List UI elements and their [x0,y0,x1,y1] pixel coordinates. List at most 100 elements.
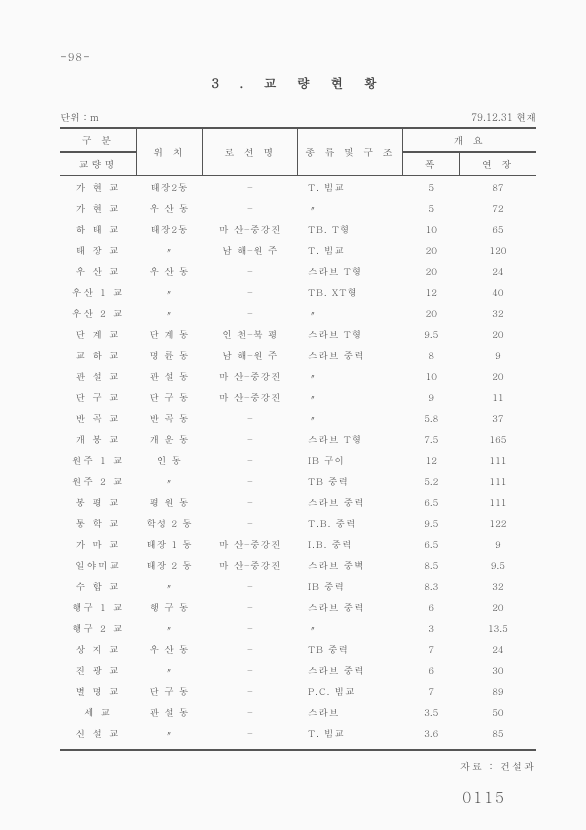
cell-type: 스라브 [298,701,403,722]
cell-type: T.B. 중력 [298,512,403,533]
cell-name: 신 설 교 [60,722,136,743]
cell-length: 87 [460,176,536,198]
cell-route: 인 천–북 평 [203,323,298,344]
cell-route: – [203,302,298,323]
cell-name: 개 봉 교 [60,428,136,449]
cell-name: 관 설 교 [60,365,136,386]
table-row: 세 교관 설 동–스라브3.550 [60,701,536,722]
cell-route: 마 산–중강진 [203,533,298,554]
footer-number: 0115 [60,787,536,808]
cell-route: – [203,638,298,659]
cell-name: 단 계 교 [60,323,136,344]
cell-loc: 〃 [136,617,203,638]
th-type: 종 류 및 구 조 [298,128,403,176]
cell-route: – [203,470,298,491]
cell-loc: 태장2동 [136,218,203,239]
table-row: 가 현 교우 산 동–〃572 [60,197,536,218]
cell-length: 72 [460,197,536,218]
cell-type: T. 빔교 [298,176,403,198]
cell-type: 〃 [298,407,403,428]
cell-length: 111 [460,449,536,470]
cell-loc: 〃 [136,659,203,680]
cell-route: – [203,512,298,533]
cell-type: TB 중력 [298,638,403,659]
cell-width: 9.5 [403,323,460,344]
cell-name: 단 구 교 [60,386,136,407]
cell-type: 스라브 중력 [298,344,403,365]
cell-name: 수 합 교 [60,575,136,596]
cell-length: 111 [460,470,536,491]
cell-width: 5.8 [403,407,460,428]
table-row: 우산 1 교〃–TB. XT형1240 [60,281,536,302]
cell-width: 7 [403,638,460,659]
cell-route: – [203,449,298,470]
cell-width: 8.3 [403,575,460,596]
cell-name: 우 산 교 [60,260,136,281]
cell-length: 111 [460,491,536,512]
table-row: 일야미교태장 2 동마 산–중강진스라브 중벽8.59.5 [60,554,536,575]
cell-loc: 우 산 동 [136,197,203,218]
cell-loc: 단 구 동 [136,386,203,407]
table-row: 행구 2 교〃–〃313.5 [60,617,536,638]
date-label: 79.12.31 현재 [471,110,536,124]
cell-route: – [203,260,298,281]
cell-route: 남 해–원 주 [203,344,298,365]
cell-name: 상 지 교 [60,638,136,659]
cell-length: 122 [460,512,536,533]
bridge-table: 구 분 위 치 로 선 명 종 류 및 구 조 개 요 교량명 폭 연 장 가 … [60,127,536,743]
cell-length: 32 [460,575,536,596]
th-loc: 위 치 [136,128,203,176]
th-summary: 개 요 [403,128,536,152]
cell-name: 행구 2 교 [60,617,136,638]
cell-route: – [203,701,298,722]
cell-type: IB 구이 [298,449,403,470]
table-row: 통 학 교학성 2 동–T.B. 중력9.5122 [60,512,536,533]
cell-route: – [203,428,298,449]
table-row: 태 장 교〃남 해–원 주T. 빔교20120 [60,239,536,260]
cell-type: 스라브 중력 [298,659,403,680]
cell-name: 통 학 교 [60,512,136,533]
table-row: 신 설 교〃–T. 빔교3.685 [60,722,536,743]
cell-name: 별 명 교 [60,680,136,701]
table-row: 교 하 교명 륜 동남 해–원 주스라브 중력89 [60,344,536,365]
cell-name: 우산 2 교 [60,302,136,323]
cell-name: 진 광 교 [60,659,136,680]
th-name: 교량명 [60,152,136,176]
cell-type: TB 중력 [298,470,403,491]
cell-length: 89 [460,680,536,701]
cell-width: 20 [403,260,460,281]
cell-width: 7.5 [403,428,460,449]
cell-type: 〃 [298,365,403,386]
cell-type: 〃 [298,302,403,323]
page-title: 3 . 교 량 현 황 [60,73,536,92]
page-number: -98- [60,50,536,65]
cell-width: 5 [403,197,460,218]
table-row: 별 명 교단 구 동–P.C. 빔교789 [60,680,536,701]
cell-type: T. 빔교 [298,239,403,260]
cell-length: 9 [460,344,536,365]
cell-route: 남 해–원 주 [203,239,298,260]
cell-loc: 우 산 동 [136,638,203,659]
cell-length: 120 [460,239,536,260]
cell-width: 5.2 [403,470,460,491]
table-row: 단 계 교단 계 동인 천–북 평스라브 T형9.520 [60,323,536,344]
cell-length: 165 [460,428,536,449]
cell-length: 30 [460,659,536,680]
cell-route: – [203,596,298,617]
cell-width: 5 [403,176,460,198]
cell-length: 37 [460,407,536,428]
cell-route: – [203,659,298,680]
cell-width: 10 [403,365,460,386]
th-route: 로 선 명 [203,128,298,176]
cell-route: – [203,575,298,596]
cell-width: 20 [403,302,460,323]
cell-length: 20 [460,323,536,344]
cell-route: 마 산–중강진 [203,386,298,407]
table-row: 행구 1 교행 구 동–스라브 중력620 [60,596,536,617]
cell-width: 7 [403,680,460,701]
cell-width: 6 [403,659,460,680]
cell-width: 20 [403,239,460,260]
cell-length: 9 [460,533,536,554]
table-row: 가 마 교태장 1 동마 산–중강진I.B. 중력6.59 [60,533,536,554]
cell-route: – [203,176,298,198]
